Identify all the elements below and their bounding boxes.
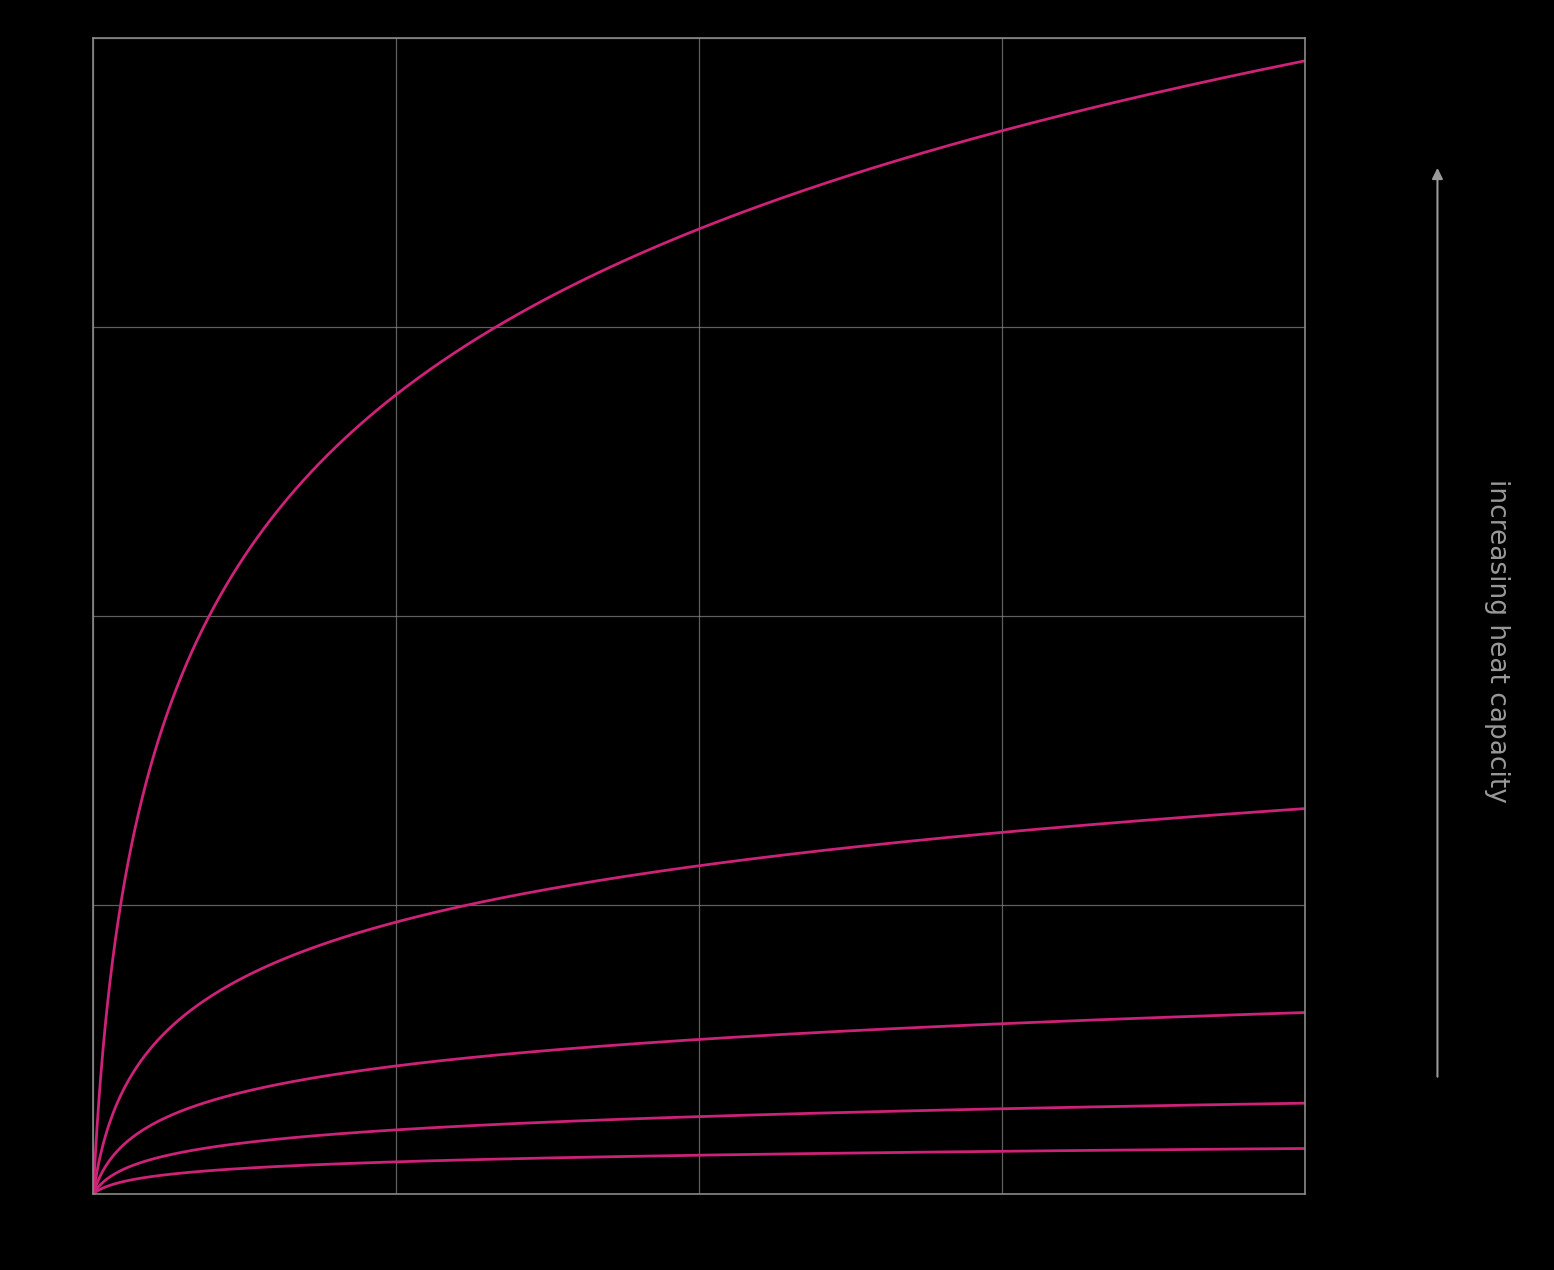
Text: increasing heat capacity: increasing heat capacity — [1484, 479, 1509, 804]
